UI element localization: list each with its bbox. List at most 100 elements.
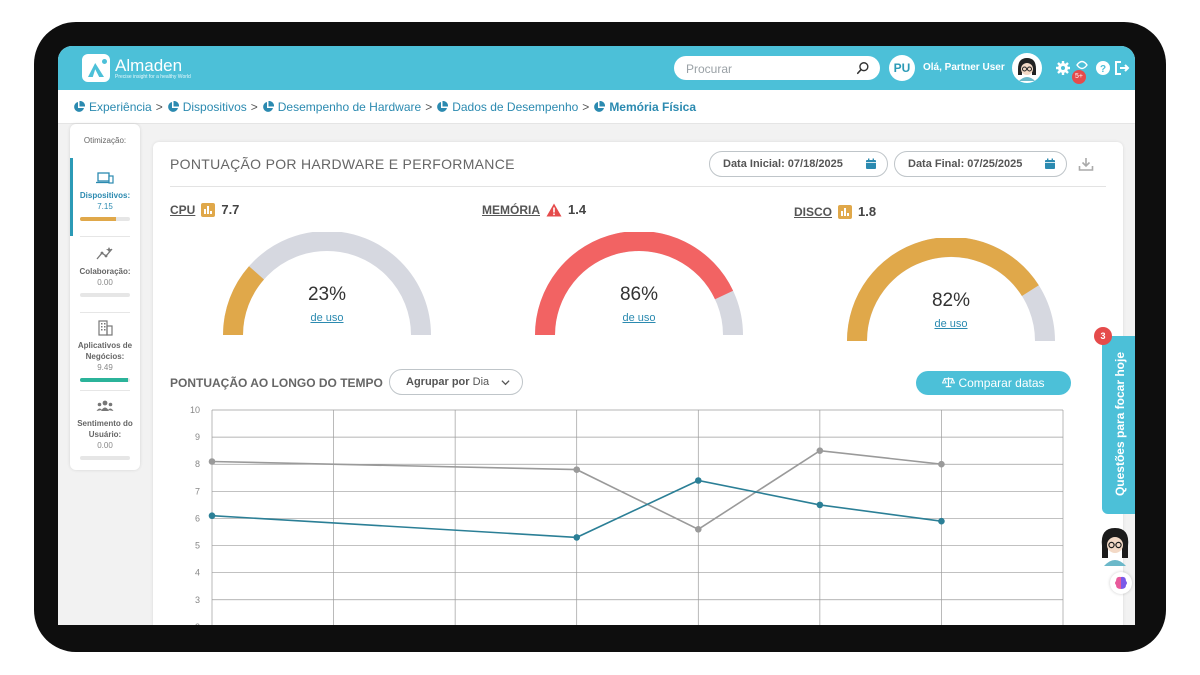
y-tick-label: 4 xyxy=(195,568,200,578)
sidebar-item-value: 0.00 xyxy=(97,441,113,450)
search-icon[interactable] xyxy=(856,61,870,75)
notification-icon[interactable] xyxy=(1074,57,1090,73)
sidebar-item-label: Dispositivos: xyxy=(79,191,131,200)
cpu-usage-link[interactable]: de uso xyxy=(310,312,344,324)
data-point xyxy=(208,458,216,465)
sidebar-item-sentimento[interactable]: Sentimento do Usuário: 0.00 xyxy=(70,398,140,460)
brand-name: Almaden xyxy=(115,56,183,75)
brain-icon[interactable] xyxy=(1110,572,1132,594)
sidebar-active-indicator xyxy=(70,158,73,236)
sidebar-item-label: Sentimento do xyxy=(77,419,133,428)
pie-chart-icon xyxy=(437,101,449,112)
sidebar-item-bar-fill xyxy=(80,217,116,221)
sidebar-item-value: 9.49 xyxy=(97,363,113,372)
memory-link[interactable]: MEMÓRIA xyxy=(482,202,540,217)
disk-metric-header: DISCO 1.8 xyxy=(794,204,876,219)
sidebar-item-value: 0.00 xyxy=(97,278,113,287)
sidebar-item-bar-fill xyxy=(80,378,128,382)
end-date-label: Data Final: 07/25/2025 xyxy=(908,158,1023,170)
help-icon[interactable]: ? xyxy=(1095,60,1111,76)
optimization-sidebar: Otimização: Dispositivos: 7.15 Colaboraç… xyxy=(70,124,140,470)
pie-chart-icon xyxy=(167,101,179,112)
sidebar-item-aplicativos[interactable]: Aplicativos de Negócios: 9.49 xyxy=(70,320,140,382)
svg-text:?: ? xyxy=(1100,64,1106,75)
cpu-link[interactable]: CPU xyxy=(170,202,196,217)
sidebar-item-label-2: Negócios: xyxy=(85,352,125,361)
y-tick-label: 2 xyxy=(195,622,200,625)
start-date-label: Data Inicial: 07/18/2025 xyxy=(723,158,843,170)
breadcrumb: Experiência > Dispositivos > Desempenho … xyxy=(58,90,1135,124)
sidebar-item-bar xyxy=(80,456,130,460)
disk-score: 1.8 xyxy=(858,204,877,219)
cpu-metric-header: CPU 7.7 xyxy=(170,202,239,217)
start-date-picker[interactable]: Data Inicial: 07/18/2025 xyxy=(709,151,888,177)
gear-icon[interactable] xyxy=(1055,60,1071,76)
disk-usage-link[interactable]: de uso xyxy=(934,318,968,330)
breadcrumb-experiencia[interactable]: Experiência xyxy=(73,100,152,114)
warning-icon xyxy=(546,203,562,216)
almaden-logo-icon[interactable] xyxy=(82,54,110,82)
breadcrumb-desempenho-hardware[interactable]: Desempenho de Hardware xyxy=(262,100,421,114)
sidebar-item-bar xyxy=(80,378,130,382)
sidebar-item-label: Colaboração: xyxy=(79,267,131,276)
sidebar-item-value: 7.15 xyxy=(97,202,113,211)
pie-chart-icon xyxy=(74,101,85,112)
calendar-icon xyxy=(1045,158,1055,169)
devices-icon xyxy=(96,172,114,184)
pie-chart-icon xyxy=(594,101,606,112)
y-tick-label: 9 xyxy=(195,432,200,442)
memory-percent: 86% xyxy=(619,284,659,305)
gauge-fill xyxy=(535,231,734,336)
pie-chart-icon xyxy=(262,101,274,112)
score-over-time-chart: 12345678910 xyxy=(190,405,1064,625)
collaboration-icon xyxy=(96,247,113,260)
data-point xyxy=(208,512,216,520)
y-tick-label: 8 xyxy=(195,459,200,469)
group-by-value: Dia xyxy=(472,376,490,388)
search-input[interactable]: Procurar xyxy=(674,56,880,80)
y-tick-label: 7 xyxy=(195,486,200,496)
memory-usage-link[interactable]: de uso xyxy=(622,312,656,324)
focus-questions-badge: 3 xyxy=(1094,327,1112,345)
gauge-fill xyxy=(223,266,265,336)
disk-gauge: 82% de uso xyxy=(846,237,1056,348)
bar-chart-icon xyxy=(201,202,216,217)
sidebar-item-label-2: Usuário: xyxy=(88,430,122,439)
y-tick-label: 5 xyxy=(195,541,200,551)
y-tick-label: 3 xyxy=(195,595,200,605)
focus-questions-tab[interactable] xyxy=(1102,336,1135,514)
y-tick-label: 6 xyxy=(195,513,200,523)
end-date-picker[interactable]: Data Final: 07/25/2025 xyxy=(894,151,1067,177)
download-icon[interactable] xyxy=(1078,156,1094,172)
hardware-performance-card: PONTUAÇÃO POR HARDWARE E PERFORMANCE Dat… xyxy=(153,142,1123,625)
sidebar-item-label: Aplicativos de xyxy=(77,341,133,350)
sidebar-item-colaboracao[interactable]: Colaboração: 0.00 xyxy=(70,246,140,297)
calendar-icon xyxy=(866,158,876,169)
group-by-label: Agrupar por xyxy=(406,376,470,388)
top-bar: Almaden Precise insight for a healthy Wo… xyxy=(58,46,1135,90)
y-tick-label: 10 xyxy=(190,405,200,415)
breadcrumb-dispositivos[interactable]: Dispositivos xyxy=(167,100,247,114)
breadcrumb-memoria-fisica[interactable]: Memória Física xyxy=(593,100,696,114)
data-point xyxy=(816,501,824,509)
card-title: PONTUAÇÃO POR HARDWARE E PERFORMANCE xyxy=(170,156,515,172)
disk-link[interactable]: DISCO xyxy=(794,204,833,219)
breadcrumb-dados-desempenho[interactable]: Dados de Desempenho xyxy=(436,100,578,114)
sidebar-item-bar xyxy=(80,293,130,297)
notification-badge: 5+ xyxy=(1072,70,1086,84)
cpu-score: 7.7 xyxy=(221,202,240,217)
memory-metric-header: MEMÓRIA 1.4 xyxy=(482,202,586,217)
logout-icon[interactable] xyxy=(1114,60,1130,76)
cpu-percent: 23% xyxy=(307,284,347,305)
user-initials-badge[interactable]: PU xyxy=(889,55,915,81)
compare-dates-label: Comparar datas xyxy=(958,376,1045,390)
sidebar-item-dispositivos[interactable]: Dispositivos: 7.15 xyxy=(70,170,140,221)
assistant-avatar[interactable] xyxy=(1096,524,1134,566)
user-greeting[interactable]: Olá, Partner User xyxy=(923,62,1005,73)
group-by-select[interactable]: Agrupar por Dia xyxy=(389,369,523,395)
search-placeholder: Procurar xyxy=(686,62,733,76)
scale-icon xyxy=(942,377,956,388)
cpu-gauge: 23% de uso xyxy=(222,231,432,342)
compare-dates-button[interactable]: Comparar datas xyxy=(916,371,1071,395)
user-avatar[interactable] xyxy=(1012,53,1042,83)
